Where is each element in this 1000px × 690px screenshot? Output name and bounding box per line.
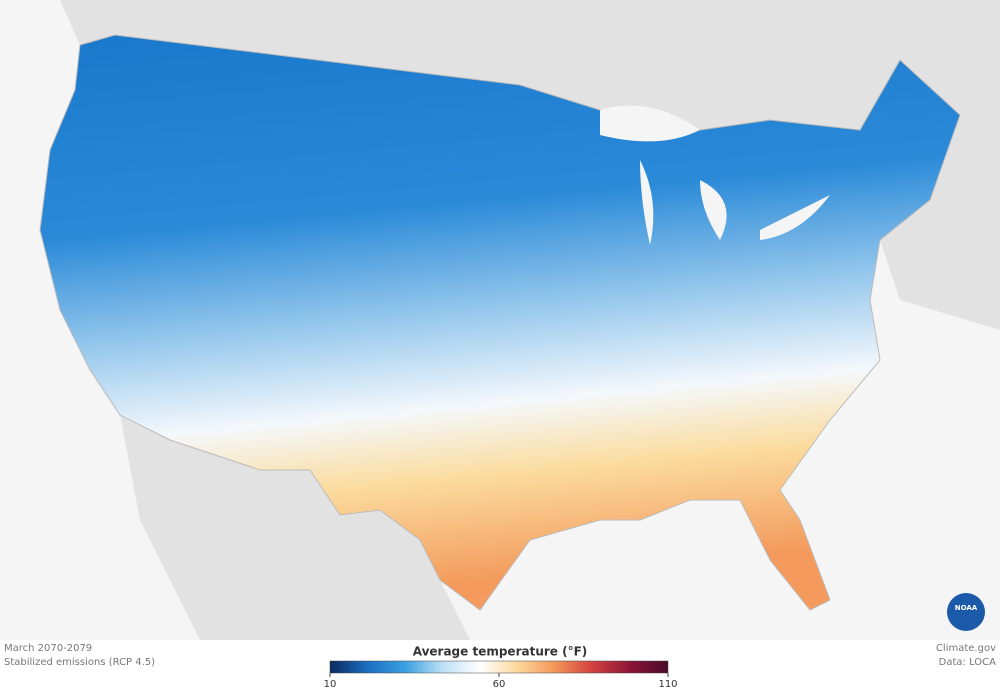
noaa-logo-text: NOAA bbox=[955, 604, 978, 612]
noaa-logo bbox=[947, 593, 985, 631]
legend-title: Average temperature (°F) bbox=[413, 645, 588, 659]
tick-label: 110 bbox=[658, 679, 677, 690]
tick-label: 10 bbox=[324, 679, 337, 690]
period: March 2070-2079 bbox=[4, 643, 92, 654]
colorbar bbox=[329, 660, 669, 674]
mexico bbox=[120, 415, 470, 640]
source: Data: LOCA bbox=[939, 657, 996, 668]
site: Climate.gov bbox=[936, 643, 996, 654]
us-temperature-map bbox=[39, 34, 961, 611]
tick-label: 60 bbox=[493, 679, 506, 690]
canada bbox=[0, 0, 1000, 330]
scenario: Stabilized emissions (RCP 4.5) bbox=[4, 657, 155, 668]
great-lakes bbox=[600, 105, 830, 245]
